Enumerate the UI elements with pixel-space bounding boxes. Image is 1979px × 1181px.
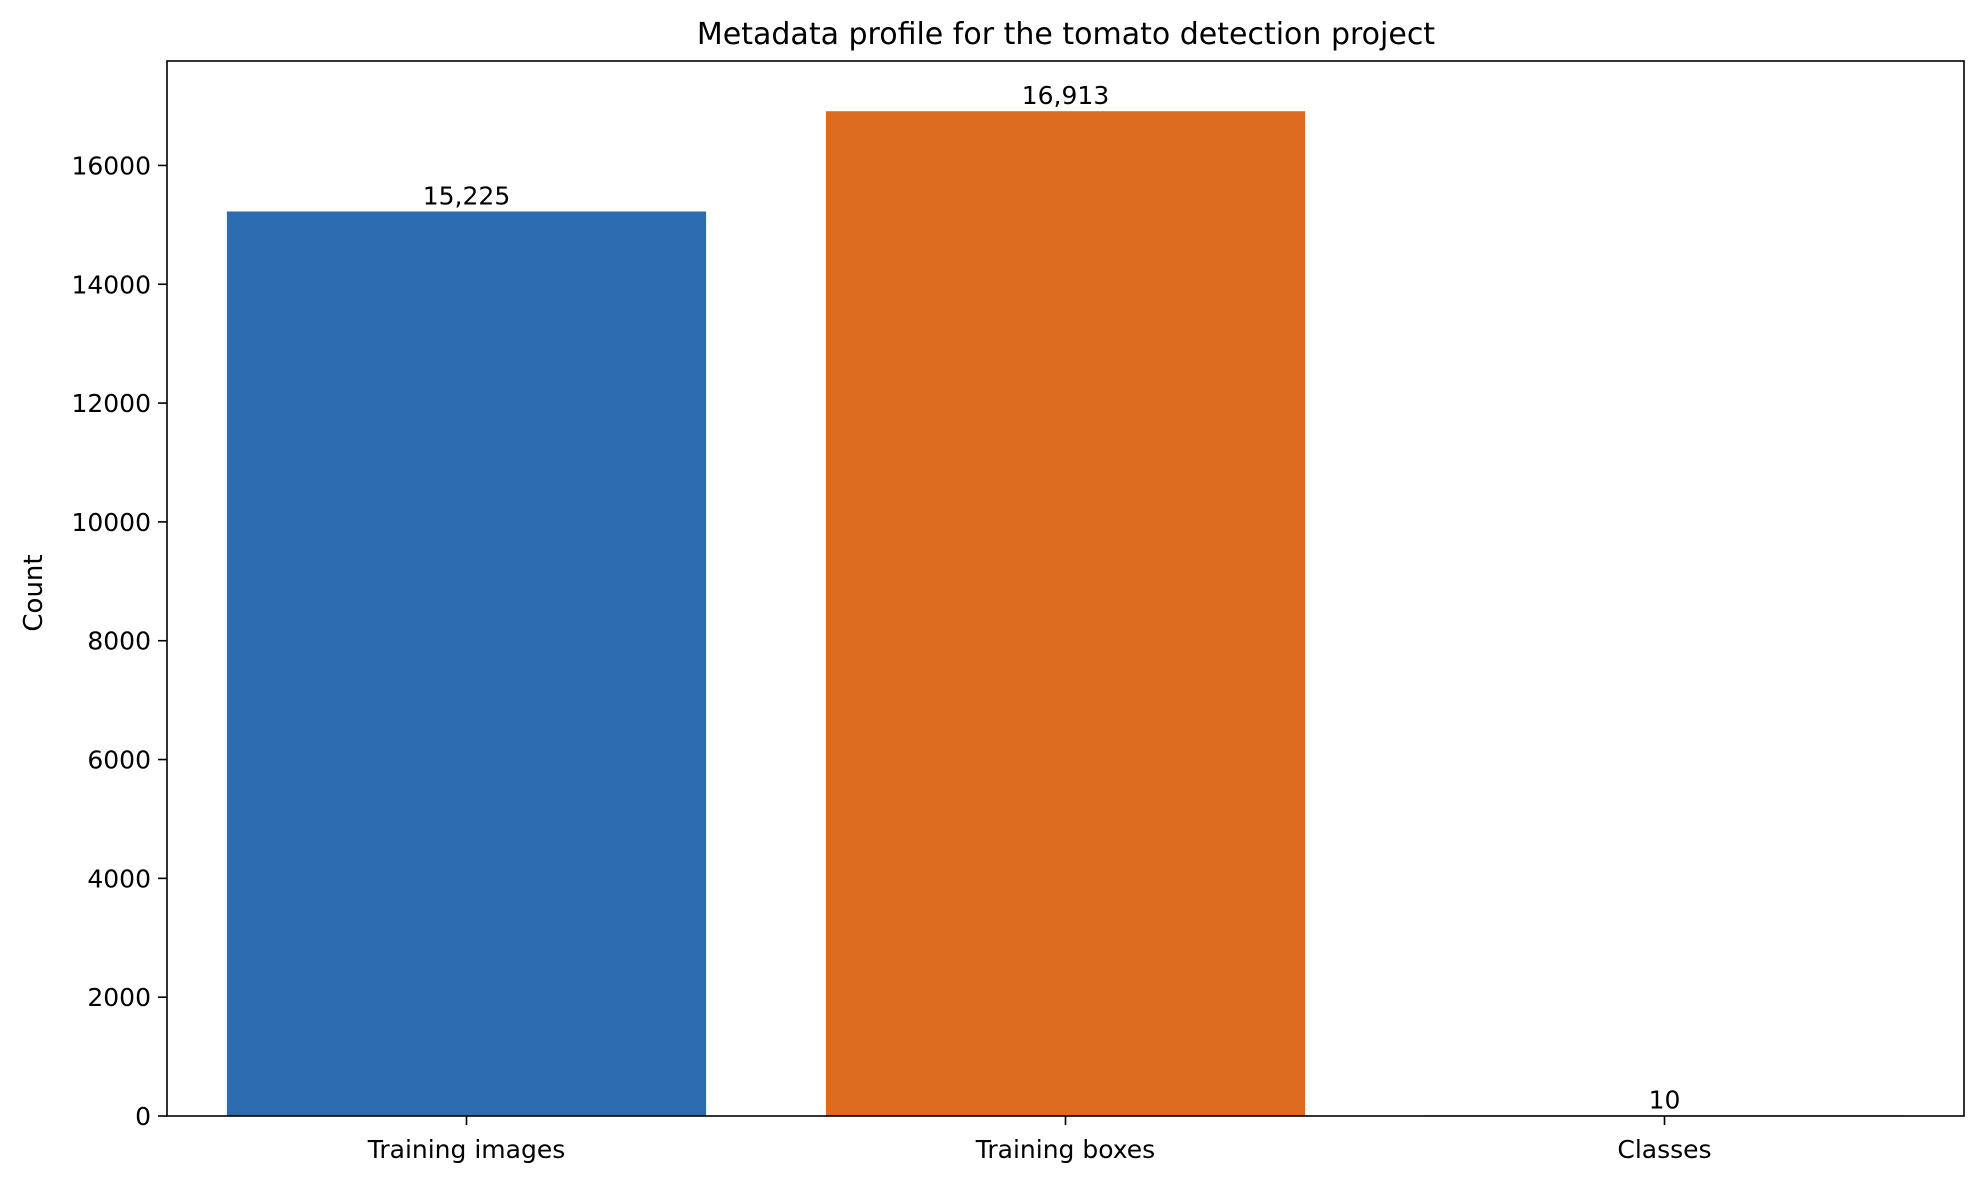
- y-axis-ticks: 0 2000 4000 6000 8000 10000 12000 14000 16000: [71, 151, 167, 1131]
- y-tick-label-8: 16000: [71, 151, 151, 180]
- bar-1: [825, 111, 1306, 1117]
- chart-title: Metadata profile for the tomato detectio…: [697, 17, 1435, 52]
- y-tick-label-2: 4000: [87, 864, 151, 893]
- y-tick-label-5: 10000: [71, 508, 151, 537]
- plot-frame: [166, 60, 1965, 1117]
- x-axis-ticks: Training images Training boxes Classes: [367, 1116, 1712, 1164]
- y-tick-label-1: 2000: [87, 983, 151, 1012]
- data-label-0: 15,225: [423, 181, 510, 210]
- y-tick-label-3: 6000: [87, 746, 151, 775]
- x-tick-label-2: Classes: [1617, 1135, 1711, 1164]
- x-tick-label-1: Training boxes: [975, 1135, 1155, 1164]
- y-tick-label-0: 0: [135, 1102, 151, 1131]
- y-axis-label: Count: [19, 554, 49, 631]
- bar-0: [226, 211, 707, 1117]
- data-labels-group: 15,225 16,913 10: [423, 81, 1681, 1114]
- x-tick-label-0: Training images: [367, 1135, 566, 1164]
- y-tick-label-4: 8000: [87, 627, 151, 656]
- y-tick-label-6: 12000: [71, 389, 151, 418]
- data-label-2: 10: [1649, 1085, 1681, 1114]
- y-tick-label-7: 14000: [71, 270, 151, 299]
- data-label-1: 16,913: [1022, 81, 1109, 110]
- bars-group: [226, 111, 1905, 1117]
